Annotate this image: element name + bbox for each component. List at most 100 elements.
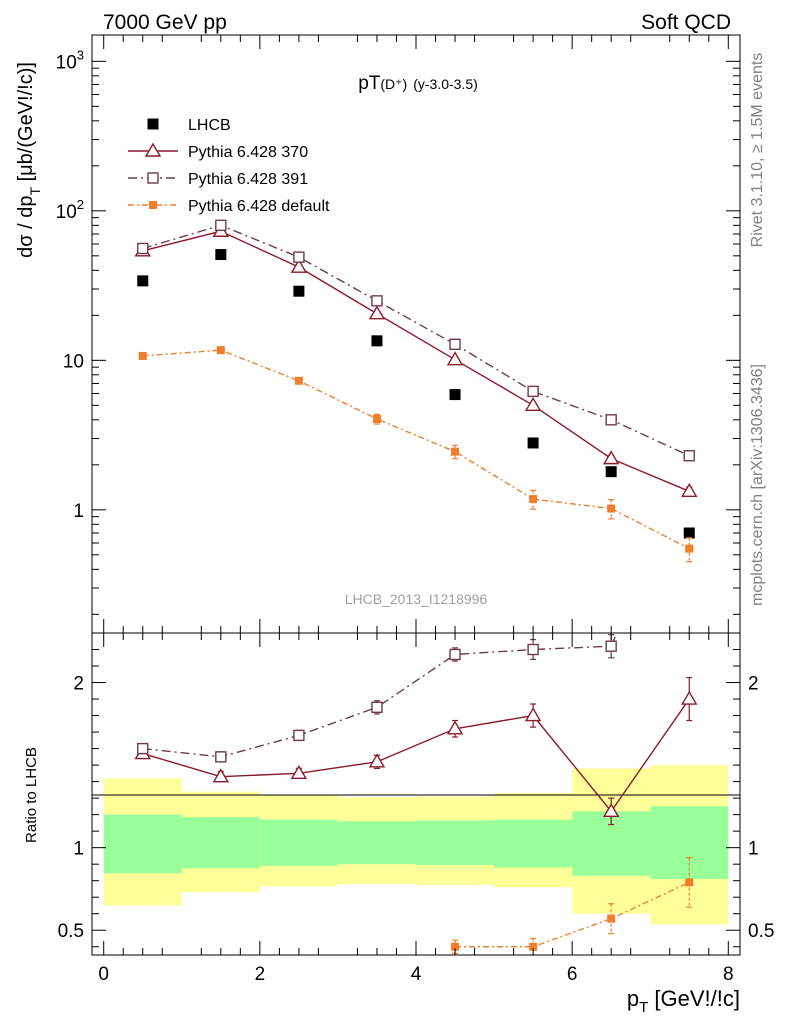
ratio-series-2-point	[451, 942, 460, 951]
ratio-series-0-point	[681, 690, 698, 705]
main-ylabel: dσ / dpT [μb/(GeV!/!c)]	[15, 62, 43, 258]
main-series-2-point	[449, 338, 461, 350]
main-series-3-line	[142, 349, 690, 550]
ratio-ticks: 0.5 0.5 1 1 2 2 0 2 4 6 8	[58, 633, 774, 985]
ratio-xtick-label: 8	[723, 964, 734, 985]
main-series-0-point	[293, 285, 305, 297]
ratio-series-1-point	[605, 640, 617, 652]
ratio-band-inner	[103, 814, 182, 874]
legend-marker	[149, 201, 157, 209]
ratio-xlabel-main: p	[627, 986, 639, 1011]
ratio-series-1-point	[449, 648, 461, 661]
ratio-ytick-label-right: 2	[748, 674, 759, 695]
ratio-band-inner	[494, 819, 573, 868]
main-ytick-label: 1	[73, 501, 84, 522]
ratio-series-2-point	[529, 942, 538, 951]
ratio-series-1-point	[527, 643, 539, 656]
ratio-series-0-point	[602, 802, 620, 818]
ratio-series-0-line	[142, 698, 690, 813]
main-series-0-point	[137, 275, 149, 287]
ratio-xtick-label: 6	[567, 964, 578, 985]
ratio-series-1-line	[142, 633, 618, 758]
ratio-ytick-label-right: 1	[748, 839, 759, 860]
ratio-band-inner	[337, 821, 416, 865]
main-series-1-point	[681, 482, 698, 498]
main-series-0-point	[371, 335, 383, 347]
ratio-panel: 0.5 0.5 1 1 2 2 0 2 4 6 8 Ratio to LHCB pT [GeV!/!…	[23, 632, 774, 1016]
ratio-ylabel: Ratio to LHCB	[23, 747, 40, 843]
analysis-id: LHCB_2013_I1218996	[345, 591, 488, 607]
main-series-0-point	[605, 466, 617, 478]
ratio-series-2-point	[607, 914, 616, 923]
ratio-band-inner	[181, 817, 260, 869]
ratio-series-0-point	[524, 707, 542, 722]
legend-label: LHCB	[188, 117, 231, 134]
main-series-1-point	[368, 305, 386, 320]
ratio-series-1-point	[137, 742, 149, 755]
ratio-series	[134, 633, 698, 955]
main-series	[134, 219, 698, 563]
main-series-1-point	[524, 396, 542, 412]
ratio-series-group	[134, 633, 698, 955]
main-ytick-label: 102	[56, 197, 84, 223]
main-ylabel-main: dσ / dp	[15, 196, 37, 258]
main-series-2-point	[527, 385, 539, 398]
main-series-2-point	[605, 414, 617, 426]
main-series-3-point	[138, 351, 147, 360]
main-series-0-point	[527, 437, 539, 449]
legend-label: Pythia 6.428 370	[188, 144, 308, 161]
ratio-series-0-point	[446, 720, 464, 735]
legend-marker	[144, 142, 162, 157]
ratio-ytick-label-right: 0.5	[748, 921, 774, 942]
main-ticks: 1 10 102 103	[56, 35, 740, 633]
main-ylabel-sub: T	[27, 187, 43, 196]
header-right: Soft QCD	[641, 11, 731, 34]
main-series-3-point	[529, 495, 538, 504]
ratio-xtick-label: 2	[255, 964, 266, 985]
ratio-series-1-point	[215, 751, 227, 763]
legend: LHCB Pythia 6.428 370 Pythia 6.428 391 Pyth…	[128, 117, 330, 215]
ratio-xlabel: pT [GeV!/!c]	[627, 986, 740, 1016]
plot-title: pT(D⁺) (y-3.0-3.5)	[358, 73, 478, 94]
mcplots-label: mcplots.cern.ch [arXiv:1306.3436]	[749, 364, 766, 606]
main-ylabel-tail: [μb/(GeV!/!c)]	[15, 62, 37, 187]
main-series-0-point	[215, 249, 227, 261]
main-series-2-point	[293, 251, 305, 263]
rivet-label: Rivet 3.1.10, ≥ 1.5M events	[749, 53, 766, 248]
main-series-0-point	[683, 527, 695, 539]
ratio-series-0-point	[212, 768, 230, 783]
ratio-ytick-label: 2	[73, 674, 84, 695]
main-series-3-point	[451, 447, 460, 456]
main-series-3-point	[294, 376, 303, 385]
main-ytick-label: 10	[63, 351, 84, 372]
ratio-band-inner	[259, 819, 338, 866]
legend-marker	[147, 118, 159, 130]
main-series-2-point	[371, 295, 383, 307]
main-series-1-point	[602, 450, 620, 465]
main-series-3-point	[216, 346, 225, 355]
main-series-1-point	[446, 351, 464, 366]
main-series-0-point	[449, 389, 461, 401]
main-panel: 1 10 102 103 pT(D⁺) (y-3.0-3.5) LHCB_2013_I1…	[15, 34, 741, 634]
ratio-ytick-label: 1	[73, 839, 84, 860]
main-series-3-point	[607, 504, 616, 513]
ratio-series-1-point	[371, 701, 383, 714]
main-ytick-label: 103	[56, 47, 84, 73]
ratio-series-2-point	[685, 878, 694, 887]
main-series-3-point	[372, 415, 381, 424]
legend-label: Pythia 6.428 391	[188, 171, 308, 188]
main-series-2-point	[137, 242, 149, 255]
ratio-xlabel-sub: T	[639, 999, 648, 1016]
main-series-3-point	[685, 544, 694, 553]
legend-marker	[147, 172, 159, 184]
plot-title-particle: (D⁺)	[380, 76, 407, 92]
ratio-xlabel-tail: [GeV!/!c]	[648, 986, 740, 1011]
ratio-series-0-point	[290, 764, 308, 780]
ratio-series-1-point	[293, 729, 305, 742]
main-series-1-point	[290, 258, 308, 273]
ratio-series-0-point	[368, 753, 386, 768]
main-series-2-point	[215, 219, 227, 232]
plot-title-main: pT	[358, 73, 381, 94]
ratio-ytick-label: 0.5	[58, 921, 84, 942]
ratio-bands	[103, 765, 729, 925]
